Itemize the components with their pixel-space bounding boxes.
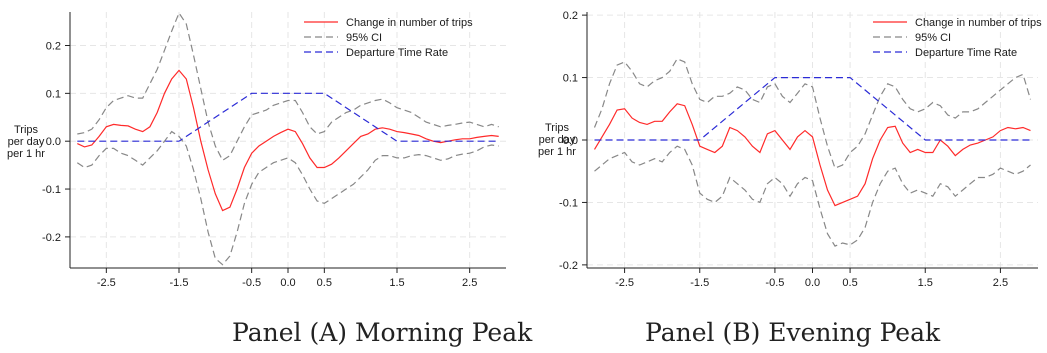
x-tick-label: 0.5 (842, 277, 857, 289)
y-axis-title: Trips per day per 1 hr (538, 122, 576, 158)
x-tick-label: 0.0 (805, 277, 820, 289)
x-tick-label: -0.5 (242, 277, 261, 289)
x-tick-label: 0.0 (280, 277, 295, 289)
caption-panel-a: Panel (A) Morning Peak (232, 318, 533, 347)
series-line-ci-lower (594, 145, 1031, 247)
series-line-ci-lower (76, 130, 499, 266)
x-tick-label: -2.5 (615, 277, 634, 289)
legend-label: Departure Time Rate (915, 47, 1017, 59)
y-tick-label: 0.2 (563, 10, 578, 22)
y-tick-label: 0.1 (563, 73, 578, 85)
x-tick-label: 2.5 (462, 277, 477, 289)
series-line-ci-upper (77, 11, 499, 162)
x-tick-label: 2.5 (993, 277, 1008, 289)
x-tick-label: 1.5 (389, 277, 404, 289)
x-tick-label: -2.5 (97, 277, 116, 289)
series-line-departure-rate (77, 92, 499, 142)
series-line-estimate (77, 69, 499, 212)
y-tick-label: -0.1 (559, 197, 578, 209)
caption-panel-b: Panel (B) Evening Peak (645, 318, 941, 347)
y-tick-label: -0.1 (42, 184, 61, 196)
legend-label: Departure Time Rate (346, 47, 448, 59)
y-tick-label: -0.2 (42, 232, 61, 244)
y-tick-label: 0.0 (46, 136, 61, 148)
series-line-estimate (593, 103, 1031, 207)
x-tick-label: -0.5 (765, 277, 784, 289)
series-line-ci-upper (593, 58, 1032, 169)
legend-label: Change in number of trips (346, 17, 473, 29)
legend-label: 95% CI (915, 32, 951, 44)
chart-morning-peak: -0.2 -0.1 0.0 0.1 0.2 -2.5 -1.5 -0.5 0.0 0.5 1.5 2.… (7, 11, 506, 289)
y-tick-label: 0.2 (46, 40, 61, 52)
x-tick-label: 1.5 (918, 277, 933, 289)
y-tick-label: -0.2 (559, 260, 578, 272)
x-tick-label: -1.5 (170, 277, 189, 289)
chart-evening-peak: -0.2 -0.1 0.0 0.1 0.2 -2.5 -1.5 -0.5 0.0 0.5 1.5 2.… (538, 10, 1042, 289)
x-tick-label: 0.5 (317, 277, 332, 289)
legend-label: 95% CI (346, 32, 382, 44)
legend-label: Change in number of trips (915, 17, 1042, 29)
y-tick-label: 0.0 (563, 135, 578, 147)
y-axis-title: Trips per day per 1 hr (7, 124, 45, 160)
x-tick-label: -1.5 (690, 277, 709, 289)
y-tick-label: 0.1 (46, 88, 61, 100)
